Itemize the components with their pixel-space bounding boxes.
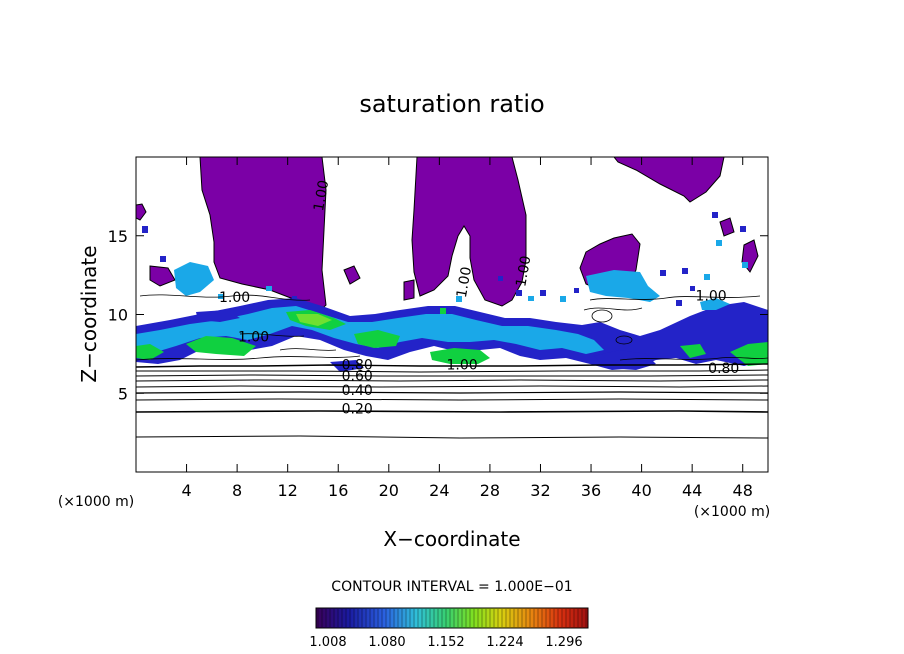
contour-label: 0.60 [342,369,373,385]
x-tick-label: 12 [278,481,298,500]
purple-region-center [411,157,527,307]
x-tick-label: 4 [181,481,191,500]
colorbar [315,607,589,629]
x-unit-right: (×1000 m) [694,504,770,520]
upper-contours [139,294,761,351]
purple-region-left [199,157,327,313]
small-cells [142,212,748,314]
purple-region-right-top [613,157,725,203]
x-tick-label: 16 [328,481,348,500]
contour-label: 1.00 [238,329,269,345]
contour-interval: CONTOUR INTERVAL = 1.000E−01 [331,579,572,595]
x-tick-label: 32 [530,481,550,500]
x-tick-label: 36 [581,481,601,500]
colorbar-stripes [317,609,587,627]
y-axis-ticks: 5 10 15 [108,227,768,403]
y-tick-label: 5 [118,384,128,403]
contour-label: 0.80 [342,358,373,374]
x-unit-left: (×1000 m) [58,494,134,510]
colorbar-tick-label: 1.296 [545,635,582,650]
y-tick-label: 10 [108,306,128,325]
contour-label: 1.00 [447,358,478,374]
band-cyan [136,306,604,354]
plot-area [136,157,768,472]
colorbar-tick-label: 1.224 [486,635,523,650]
y-axis-label: Z−coordinate [77,245,101,382]
contour-label: 0.80 [708,361,739,377]
stratified-contours [136,355,768,439]
contour-label: 1.00 [219,290,250,306]
contour-label: 1.00 [696,288,727,304]
contour-label: 1.00 [454,266,475,299]
x-tick-label: 40 [631,481,651,500]
contour-label: 1.00 [311,179,332,212]
x-tick-label: 8 [232,481,242,500]
x-axis-label: X−coordinate [383,527,520,551]
colorbar-tick-label: 1.080 [368,635,405,650]
contour-labels: 0.200.400.600.80 0.801.001.001.001.001.00… [219,179,739,418]
chart-title: saturation ratio [359,90,544,118]
colorbar-ticks: 1.008 1.080 1.152 1.224 1.296 [309,635,582,650]
x-axis-ticks: 4 8 12 16 20 24 28 32 36 40 44 48 [181,157,753,500]
colorbar-tick-label: 1.152 [427,635,464,650]
contour-label: 0.40 [342,383,373,399]
x-tick-label: 24 [429,481,449,500]
contour-label: 1.00 [513,255,534,288]
cloud-band [136,262,768,372]
x-tick-label: 28 [480,481,500,500]
x-tick-label: 20 [379,481,399,500]
y-tick-label: 15 [108,227,128,246]
x-tick-label: 48 [733,481,753,500]
contour-label: 0.20 [342,402,373,418]
colorbar-tick-label: 1.008 [309,635,346,650]
purple-regions [136,157,759,313]
x-tick-label: 44 [682,481,702,500]
